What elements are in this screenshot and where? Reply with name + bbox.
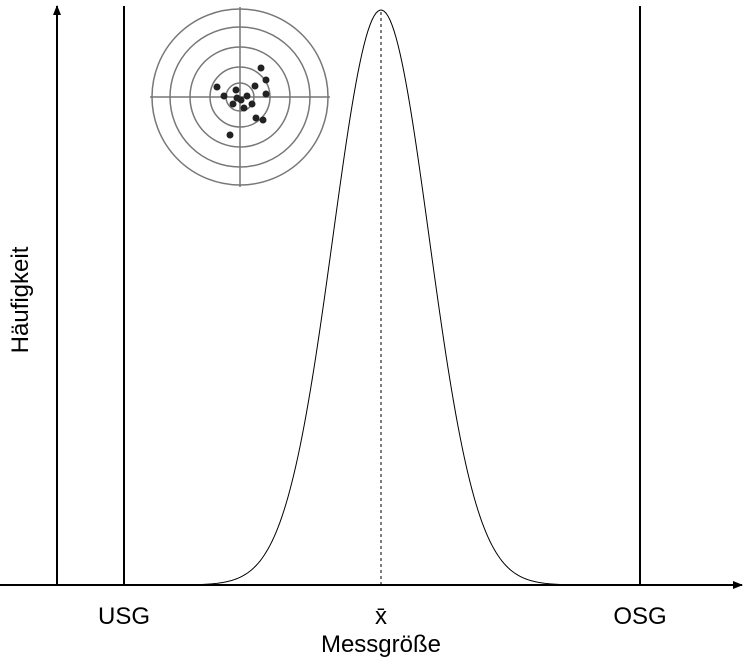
lower-limit-label: USG	[98, 603, 150, 630]
mean-label: x̄	[375, 603, 387, 630]
target-hits	[213, 64, 270, 139]
upper-limit-label: OSG	[613, 603, 666, 630]
x-axis-title: Messgröße	[321, 631, 441, 658]
y-axis-title: Häufigkeit	[7, 246, 34, 353]
distribution-curve	[140, 9, 624, 586]
